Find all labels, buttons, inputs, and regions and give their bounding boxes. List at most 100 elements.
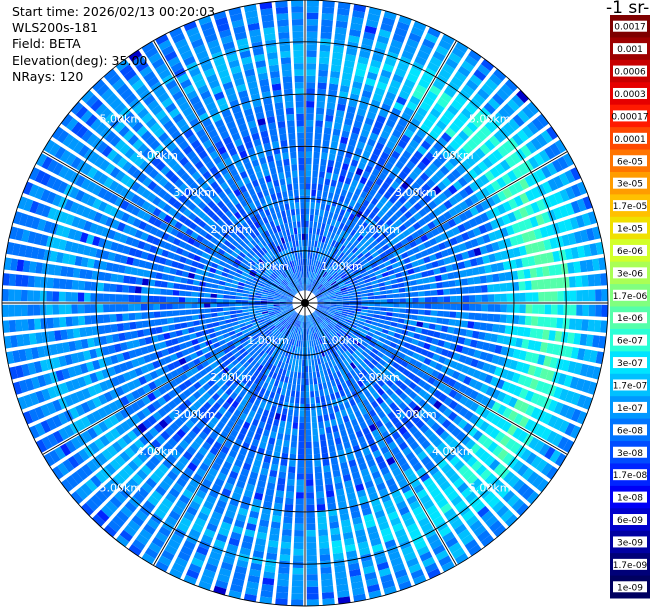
range-gate-cell — [330, 64, 342, 73]
range-gate-cell — [210, 288, 218, 294]
range-gate-cell — [554, 330, 563, 342]
range-gate-cell — [297, 460, 305, 468]
range-gate-cell — [386, 51, 399, 61]
range-gate-cell — [481, 294, 489, 302]
range-gate-cell — [327, 276, 333, 282]
range-gate-cell — [600, 320, 608, 333]
range-gate-cell — [278, 566, 290, 574]
range-gate-cell — [354, 249, 361, 257]
range-gate-cell — [292, 422, 298, 430]
range-gate-cell — [349, 28, 362, 38]
range-gate-cell — [109, 293, 116, 302]
range-gate-cell — [397, 139, 408, 149]
range-gate-cell — [110, 273, 118, 283]
range-gate-cell — [306, 265, 309, 272]
range-gate-cell — [274, 445, 282, 453]
range-gate-cell — [512, 247, 521, 258]
range-gate-cell — [306, 561, 318, 569]
range-gate-cell — [355, 274, 363, 280]
range-gate-cell — [316, 295, 323, 299]
range-gate-cell — [294, 365, 299, 373]
range-gate-cell — [317, 301, 324, 303]
range-gate-cell — [335, 411, 342, 419]
range-gate-cell — [595, 241, 604, 255]
range-gate-cell — [477, 88, 490, 101]
range-gate-cell — [349, 199, 356, 208]
range-gate-cell — [413, 212, 422, 221]
range-gate-cell — [225, 323, 233, 328]
range-gate-cell — [343, 278, 350, 283]
range-gate-cell — [451, 46, 466, 59]
range-gate-cell — [222, 303, 230, 307]
range-gate-cell — [357, 218, 364, 227]
range-gate-cell — [481, 304, 489, 312]
range-gate-cell — [393, 267, 401, 274]
range-gate-cell — [329, 185, 336, 194]
range-gate-cell — [368, 272, 376, 278]
range-gate-cell — [464, 240, 473, 250]
range-gate-cell — [375, 141, 385, 151]
range-gate-cell — [314, 472, 323, 480]
range-gate-cell — [396, 277, 404, 283]
range-gate-cell — [517, 110, 530, 123]
range-gate-cell — [311, 189, 317, 197]
range-gate-cell — [172, 310, 180, 317]
range-gate-cell — [379, 196, 388, 205]
range-gate-cell — [374, 192, 383, 201]
range-gate-cell — [443, 109, 455, 121]
range-gate-cell — [39, 304, 47, 316]
range-gate-cell — [409, 139, 420, 150]
range-gate-cell — [323, 229, 328, 237]
range-gate-cell — [500, 250, 509, 260]
range-gate-cell — [382, 63, 395, 73]
range-gate-cell — [570, 183, 582, 198]
range-gate-cell — [418, 297, 425, 303]
range-gate-cell — [390, 205, 399, 214]
range-gate-cell — [305, 397, 310, 404]
range-gate-cell — [494, 229, 503, 240]
range-gate-cell — [325, 426, 332, 434]
range-gate-cell — [512, 166, 523, 179]
range-gate-cell — [322, 190, 328, 198]
range-gate-cell — [333, 122, 342, 130]
range-gate-cell — [332, 52, 343, 60]
range-gate-cell — [352, 10, 365, 19]
range-gate-cell — [342, 275, 349, 281]
range-gate-cell — [154, 280, 162, 287]
range-gate-cell — [301, 366, 305, 373]
range-gate-cell — [322, 263, 327, 271]
range-gate-cell — [469, 258, 478, 267]
range-gate-cell — [419, 101, 432, 112]
range-gate-cell — [329, 296, 337, 299]
range-gate-cell — [425, 262, 433, 270]
range-gate-cell — [155, 272, 163, 280]
range-gate-cell — [575, 214, 586, 228]
range-gate-cell — [506, 170, 518, 182]
range-gate-cell — [436, 317, 444, 324]
range-gate-cell — [332, 128, 341, 137]
range-gate-cell — [523, 327, 531, 338]
range-gate-cell — [347, 287, 354, 292]
range-gate-cell — [476, 256, 484, 266]
range-gate-cell — [579, 229, 589, 243]
range-gate-cell — [306, 593, 319, 600]
range-gate-cell — [204, 313, 212, 319]
range-gate-cell — [306, 126, 314, 133]
range-gate-cell — [424, 290, 432, 296]
range-gate-cell — [521, 105, 535, 119]
range-gate-cell — [507, 184, 519, 196]
range-gate-cell — [359, 204, 367, 213]
range-gate-cell — [384, 176, 394, 186]
range-gate-cell — [513, 293, 520, 302]
range-gate-cell — [393, 190, 402, 200]
range-gate-cell — [276, 432, 284, 441]
range-gate-cell — [316, 190, 323, 197]
range-gate-cell — [412, 89, 424, 101]
range-gate-cell — [513, 304, 520, 313]
range-gate-cell — [422, 214, 432, 224]
range-gate-cell — [374, 270, 382, 276]
range-gate-cell — [383, 97, 394, 107]
range-gate-cell — [553, 207, 563, 220]
range-gate-cell — [328, 225, 334, 233]
range-gate-cell — [181, 271, 189, 278]
